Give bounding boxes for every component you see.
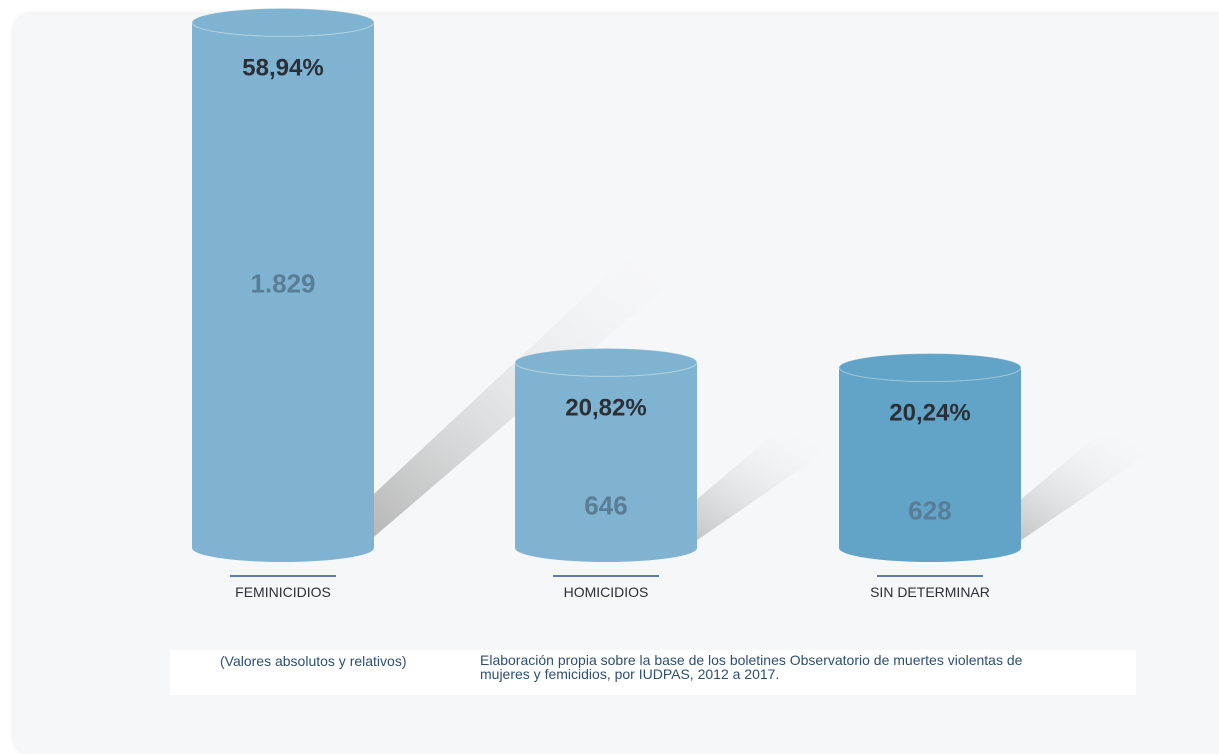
percent-label-sin-determinar: 20,24% bbox=[889, 400, 970, 427]
value-label-sin-determinar: 628 bbox=[908, 496, 951, 526]
category-label-homicidios: HOMICIDIOS bbox=[564, 584, 649, 600]
bar-top-sin-determinar bbox=[838, 353, 1022, 383]
bar-shadows bbox=[314, 244, 1157, 554]
bar-shadow-feminicidios bbox=[314, 244, 700, 554]
bars: 58,94% 1.829 FEMINICIDIOS 20,82% 646 HOMICIDI… bbox=[191, 7, 1022, 600]
bar-homicidios bbox=[515, 362, 697, 562]
percent-label-feminicidios: 58,94% bbox=[242, 54, 323, 81]
bar-sin-determinar bbox=[839, 367, 1021, 562]
category-label-sin-determinar: SIN DETERMINAR bbox=[870, 584, 990, 600]
category-label-feminicidios: FEMINICIDIOS bbox=[235, 584, 331, 600]
bar-top-homicidios bbox=[514, 347, 698, 377]
value-label-homicidios: 646 bbox=[584, 490, 627, 520]
value-label-feminicidios: 1.829 bbox=[250, 268, 315, 298]
percent-label-homicidios: 20,82% bbox=[565, 394, 646, 421]
caption-note: (Valores absolutos y relativos) bbox=[220, 653, 407, 669]
caption-box: (Valores absolutos y relativos) Elaborac… bbox=[170, 650, 1136, 695]
bar-chart: 58,94% 1.829 FEMINICIDIOS 20,82% 646 HOMICIDI… bbox=[191, 7, 1157, 600]
bar-feminicidios bbox=[192, 22, 374, 562]
caption-source: Elaboración propia sobre la base de los … bbox=[480, 652, 1023, 682]
bar-top-feminicidios bbox=[191, 7, 375, 37]
